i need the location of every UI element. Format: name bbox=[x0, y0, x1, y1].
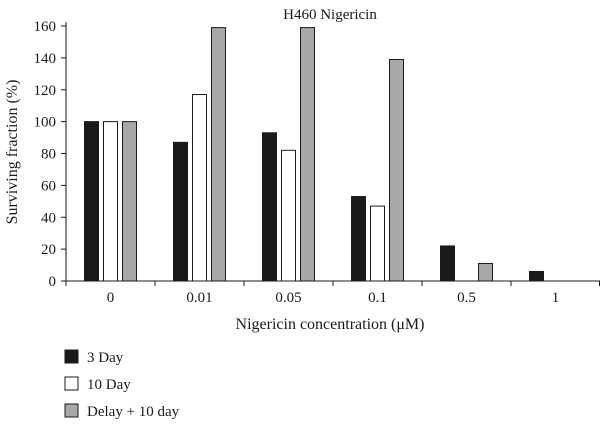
bar bbox=[103, 121, 118, 282]
bar bbox=[211, 27, 226, 282]
bar bbox=[173, 141, 188, 282]
y-tick-label: 140 bbox=[34, 51, 57, 67]
y-tick-label: 80 bbox=[41, 147, 56, 163]
x-tick-label: 1 bbox=[552, 290, 560, 306]
legend-label: 10 Day bbox=[87, 377, 131, 393]
x-axis-title: Nigericin concentration (μM) bbox=[236, 316, 425, 333]
y-tick-label: 60 bbox=[41, 178, 56, 194]
y-tick-label: 160 bbox=[34, 19, 57, 35]
bar bbox=[84, 121, 99, 282]
legend: 3 Day 10 Day Delay + 10 day bbox=[64, 349, 180, 420]
y-tick-label: 120 bbox=[34, 83, 57, 99]
x-tick-label: 0.05 bbox=[275, 290, 301, 306]
chart-title: H460 Nigericin bbox=[283, 7, 377, 23]
y-tick-label: 40 bbox=[41, 210, 56, 226]
y-axis-title: Surviving fraction (%) bbox=[4, 80, 21, 225]
legend-swatch bbox=[64, 376, 79, 391]
bar bbox=[389, 58, 404, 282]
bar bbox=[478, 262, 493, 282]
x-tick-label: 0.5 bbox=[457, 290, 476, 306]
x-tick-label: 0.1 bbox=[368, 290, 387, 306]
plot-area: 0 20 40 60 80 100 120 140 160 0 0.01 0.05 0.1 0.5 1 bbox=[34, 19, 600, 306]
legend-label: 3 Day bbox=[87, 350, 124, 366]
y-tick-label: 0 bbox=[49, 274, 57, 290]
bar bbox=[122, 121, 137, 282]
y-tick-label: 20 bbox=[41, 242, 56, 258]
bar bbox=[300, 27, 315, 282]
bar bbox=[281, 149, 296, 282]
bar bbox=[440, 245, 455, 282]
x-tick-label: 0.01 bbox=[186, 290, 212, 306]
legend-swatch bbox=[64, 403, 79, 418]
bar bbox=[351, 196, 366, 282]
legend-label: Delay + 10 day bbox=[87, 404, 180, 420]
x-tick-label: 0 bbox=[107, 290, 115, 306]
bar bbox=[370, 205, 385, 282]
bar bbox=[192, 94, 207, 282]
bar bbox=[529, 270, 544, 282]
bar bbox=[262, 132, 277, 282]
y-tick-label: 100 bbox=[34, 115, 57, 131]
legend-swatch bbox=[64, 349, 79, 364]
